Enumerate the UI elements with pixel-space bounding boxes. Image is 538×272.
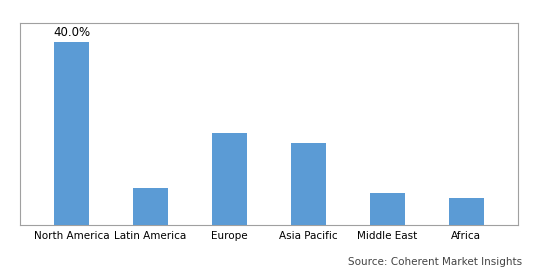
Bar	[133, 188, 168, 225]
Bar	[54, 42, 89, 225]
Text: 40.0%: 40.0%	[53, 26, 90, 39]
Bar	[212, 133, 247, 225]
Text: Source: Coherent Market Insights: Source: Coherent Market Insights	[348, 256, 522, 267]
Bar	[370, 193, 405, 225]
Bar	[449, 197, 484, 225]
Bar	[291, 143, 326, 225]
